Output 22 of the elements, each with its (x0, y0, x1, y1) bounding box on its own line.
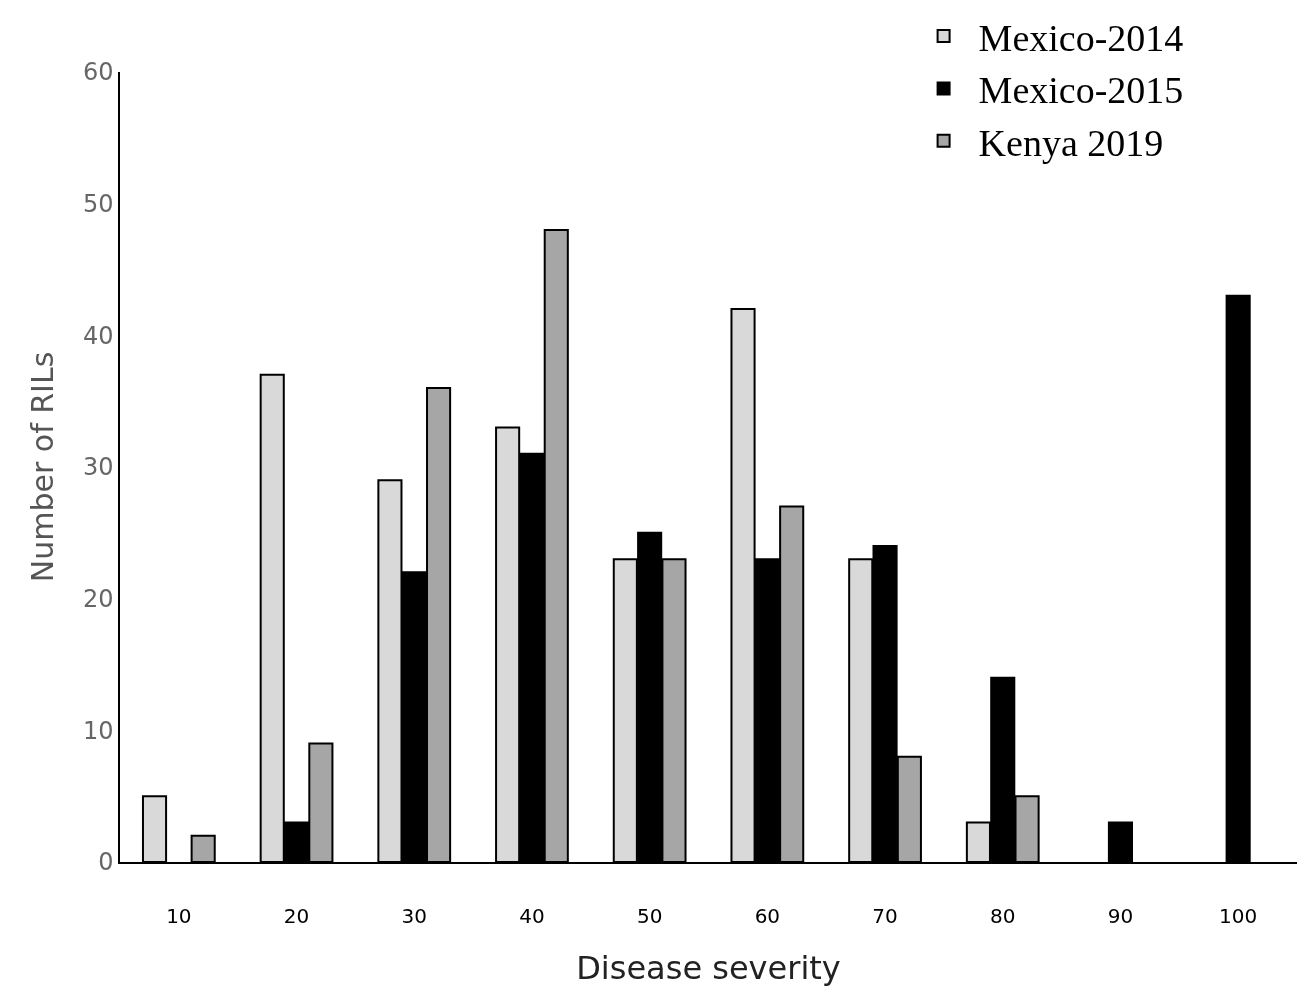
y-tick-label: 50 (82, 190, 114, 219)
x-tick-label: 80 (990, 903, 1016, 928)
x-tick-label: 60 (754, 903, 781, 928)
y-tick-label: 60 (82, 58, 114, 87)
legend-label: Kenya 2019 (978, 121, 1164, 164)
x-axis-title: Disease severity (576, 949, 841, 988)
x-tick-label: 40 (519, 903, 545, 928)
x-tick-label: 50 (636, 903, 663, 928)
x-tick-label: 10 (166, 903, 192, 928)
y-tick-label: 10 (82, 716, 114, 745)
x-tick-label: 70 (872, 903, 898, 928)
y-tick-label: 30 (82, 453, 114, 482)
x-tick-label: 30 (401, 903, 427, 928)
x-tick-label: 20 (283, 903, 310, 928)
y-axis-title: Number of RILs (25, 351, 61, 583)
y-tick-label: 0 (98, 848, 114, 877)
y-tick-label: 40 (82, 321, 114, 350)
y-tick-label: 20 (82, 585, 114, 614)
x-tick-label: 90 (1107, 903, 1134, 928)
x-tick-label: 100 (1219, 903, 1258, 928)
legend-label: Mexico-2015 (978, 69, 1184, 112)
legend-label: Mexico-2014 (978, 16, 1184, 59)
